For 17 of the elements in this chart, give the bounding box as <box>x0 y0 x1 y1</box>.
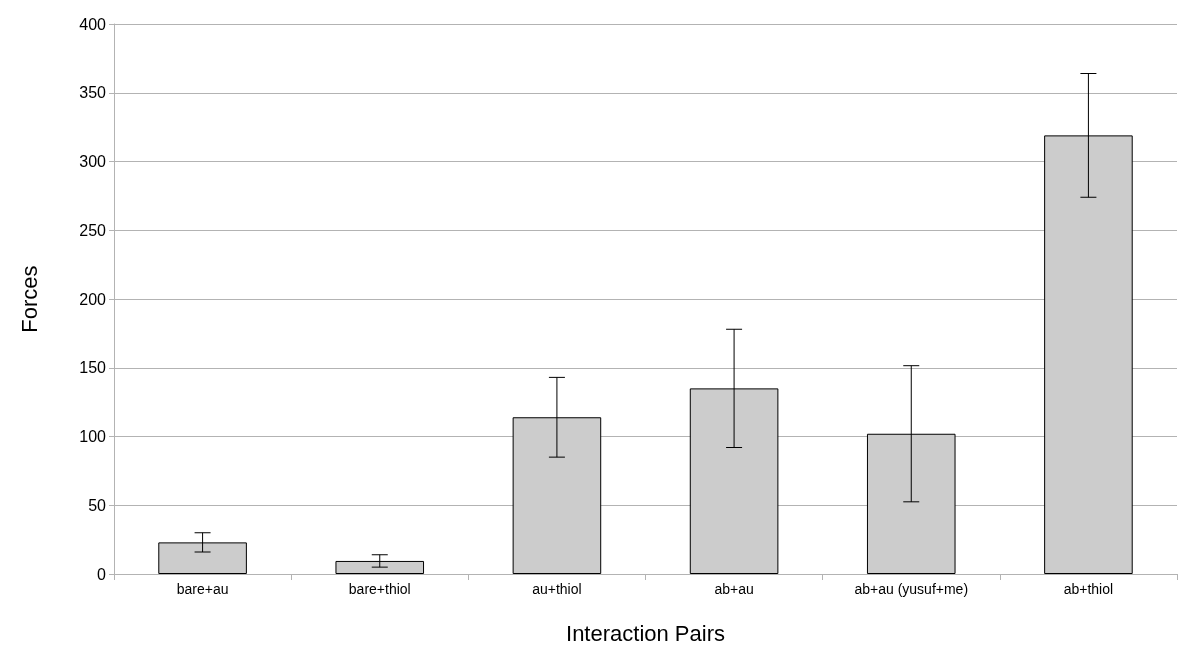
x-tick-label: bare+au <box>176 581 229 597</box>
y-tick-label: 50 <box>88 496 107 514</box>
x-tick-label: au+thiol <box>532 581 582 597</box>
y-tick-label: 200 <box>79 290 107 308</box>
y-tick-label: 300 <box>79 153 107 170</box>
y-tick-label: 100 <box>79 428 107 445</box>
y-tick-label: 350 <box>79 84 107 102</box>
y-tick-label: 150 <box>79 359 107 377</box>
x-tick-label: bare+thiol <box>348 581 411 597</box>
y-tick-label: 0 <box>97 565 107 583</box>
x-axis-title: Interaction Pairs <box>566 620 725 646</box>
x-tick-label: ab+au <box>714 581 754 597</box>
x-tick-label: ab+thiol <box>1063 581 1114 597</box>
y-tick-label: 250 <box>79 221 107 239</box>
x-tick-label: ab+au (yusuf+me) <box>854 581 969 597</box>
y-axis-title: Forces <box>16 265 42 333</box>
y-tick-label: 400 <box>79 15 107 33</box>
